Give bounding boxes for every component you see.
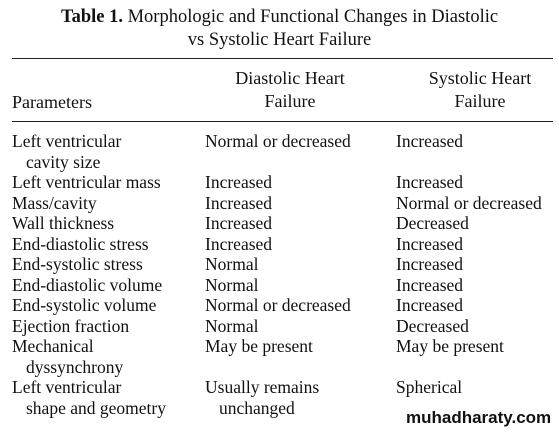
systolic-cell: Spherical xyxy=(396,377,463,397)
param-cell: Mass/cavity xyxy=(12,192,97,213)
watermark: muhadharaty.com xyxy=(406,408,552,427)
systolic-cell: Decreased xyxy=(396,213,469,233)
diastolic-cell: Normal xyxy=(205,274,259,295)
diastolic-cell: Normal or decreased xyxy=(205,295,351,315)
param-cell: Mechanical xyxy=(12,336,94,356)
diastolic-cell: Increased xyxy=(205,233,273,254)
diastolic-cell: Usually remains xyxy=(205,377,320,397)
diastolic-cell: Increased xyxy=(205,192,273,213)
diastolic-cell: Normal or decreased xyxy=(205,131,351,151)
systolic-cell: Decreased xyxy=(396,315,469,336)
param-cell: Left ventricular xyxy=(12,131,122,151)
param-cell: Ejection fraction xyxy=(12,315,130,336)
header-diastolic: Diastolic Heart Failure xyxy=(235,68,345,111)
table-label: Table 1. xyxy=(60,7,123,27)
param-cell: Left ventricular xyxy=(12,377,122,397)
systolic-cell: Increased xyxy=(396,233,464,254)
table-title-line2: vs Systolic Heart Failure xyxy=(187,30,372,50)
header-rule xyxy=(12,121,553,122)
systolic-cell: Increased xyxy=(396,254,464,274)
param-cell: dyssynchrony xyxy=(26,356,124,377)
param-cell: End-diastolic stress xyxy=(12,233,149,254)
diastolic-cell: unchanged xyxy=(219,397,295,418)
systolic-cell: Increased xyxy=(396,274,464,295)
diastolic-cell: May be present xyxy=(205,336,313,356)
diastolic-cell: Increased xyxy=(205,172,273,192)
systolic-cell: Increased xyxy=(396,295,464,315)
param-cell: End-systolic stress xyxy=(12,254,143,274)
table-caption: Table 1. Morphologic and Functional Chan… xyxy=(0,6,559,52)
param-cell: Left ventricular mass xyxy=(12,172,161,192)
diastolic-cell: Normal xyxy=(205,254,259,274)
header-systolic: Systolic Heart Failure xyxy=(428,68,532,111)
param-cell: shape and geometry xyxy=(26,397,166,418)
systolic-cell: May be present xyxy=(396,336,504,356)
systolic-cell: Normal or decreased xyxy=(396,192,542,213)
systolic-cell: Increased xyxy=(396,172,464,192)
systolic-cell: Increased xyxy=(396,131,464,151)
diastolic-cell: Normal xyxy=(205,315,259,336)
table-title-line1: Morphologic and Functional Changes in Di… xyxy=(127,7,499,27)
diastolic-cell: Increased xyxy=(205,213,273,233)
param-cell: End-systolic volume xyxy=(12,295,157,315)
param-cell: cavity size xyxy=(26,151,101,172)
param-cell: Wall thickness xyxy=(12,213,115,233)
top-rule xyxy=(12,58,553,59)
header-parameters: Parameters xyxy=(12,92,92,112)
param-cell: End-diastolic volume xyxy=(12,274,163,295)
